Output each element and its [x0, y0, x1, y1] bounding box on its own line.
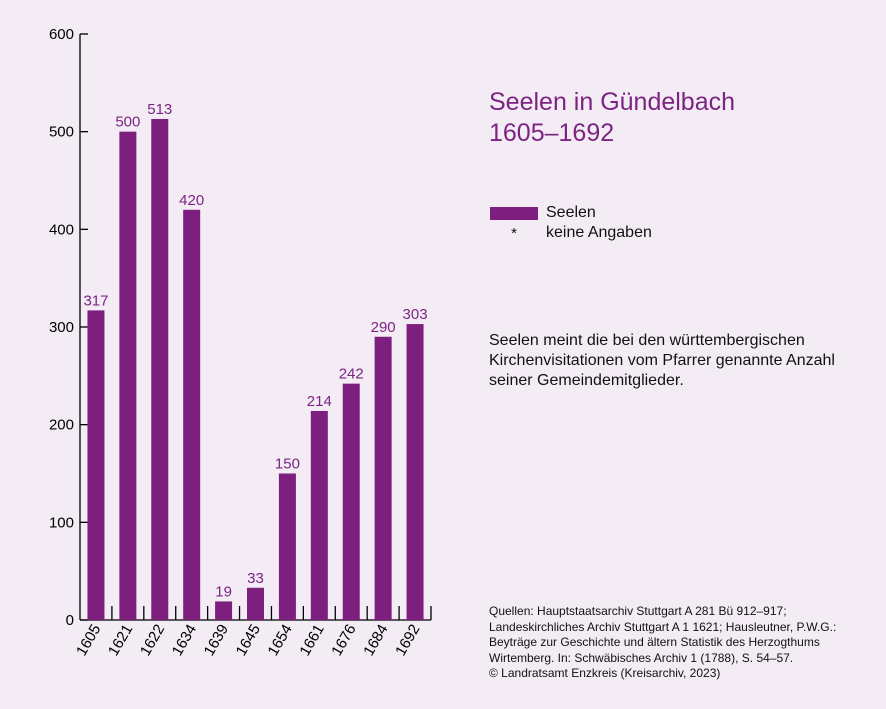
bar — [119, 131, 137, 620]
legend-item-seelen: Seelen — [490, 203, 652, 223]
source-line: Beyträge zur Geschichte und ältern Stati… — [489, 635, 820, 649]
bar — [247, 587, 264, 620]
explanatory-note: Seelen meint die bei den württembergisch… — [489, 332, 835, 389]
bar — [278, 473, 296, 620]
bar — [87, 310, 105, 620]
chart-title: Seelen in Gündelbach 1605–1692 — [489, 87, 735, 149]
legend: Seelen * keine Angaben — [490, 203, 652, 243]
bar-value-label: 513 — [147, 101, 172, 118]
chart-title-line-2: 1605–1692 — [489, 119, 615, 147]
x-tick-label: 1676 — [328, 622, 359, 659]
bar — [342, 383, 360, 620]
bar-value-label: 420 — [179, 192, 204, 209]
x-tick-label: 1684 — [360, 622, 391, 659]
bar — [310, 410, 328, 620]
legend-item-keine-angaben: * keine Angaben — [490, 223, 652, 243]
x-tick-label: 1645 — [233, 622, 264, 659]
legend-label-keine-angaben: keine Angaben — [546, 224, 652, 241]
legend-label-seelen: Seelen — [546, 204, 596, 221]
sources-block: Quellen: Hauptstaatsarchiv Stuttgart A 2… — [489, 604, 879, 682]
bar — [183, 209, 201, 621]
x-tick-label: 1605 — [73, 622, 104, 659]
bar — [374, 336, 392, 620]
source-line: Wirtemberg. In: Schwäbisches Archiv 1 (1… — [489, 650, 794, 665]
source-line: Quellen: Hauptstaatsarchiv Stuttgart A 2… — [489, 604, 787, 618]
source-line: Landeskirchliches Archiv Stuttgart A 1 1… — [489, 619, 837, 634]
legend-asterisk-marker: * — [511, 224, 517, 242]
chart-title-line-1: Seelen in Gündelbach — [489, 88, 736, 116]
x-tick-label: 1634 — [169, 622, 200, 659]
bar-value-label: 214 — [307, 393, 332, 410]
bar — [215, 601, 233, 620]
x-tick-label: 1654 — [264, 622, 295, 659]
bar — [151, 118, 169, 620]
bar-value-label: 303 — [403, 306, 428, 323]
bar-value-label: 19 — [215, 583, 232, 600]
y-tick-label: 100 — [49, 514, 74, 531]
y-tick-label: 0 — [66, 612, 74, 629]
x-tick-label: 1622 — [137, 622, 168, 659]
y-tick-label: 400 — [49, 221, 74, 238]
y-tick-label: 200 — [49, 417, 74, 434]
bar-value-label: 500 — [115, 114, 140, 131]
copyright-line: © Landratsamt Enzkreis (Kreisarchiv, 202… — [489, 666, 721, 680]
x-tick-label: 1692 — [392, 622, 423, 659]
legend-bar-swatch — [490, 206, 538, 220]
x-tick-label: 1639 — [201, 622, 232, 659]
bar-value-label: 290 — [371, 319, 396, 336]
bar-value-label: 150 — [275, 456, 300, 473]
x-tick-label: 1621 — [105, 622, 136, 659]
x-tick-label: 1661 — [296, 622, 327, 659]
bar-value-label: 317 — [83, 292, 108, 309]
y-tick-label: 500 — [49, 124, 74, 141]
bar-value-label: 242 — [339, 366, 364, 383]
bar — [406, 324, 424, 620]
bar-value-label: 33 — [247, 570, 264, 587]
y-tick-label: 300 — [49, 319, 74, 336]
y-tick-label: 600 — [49, 26, 74, 43]
